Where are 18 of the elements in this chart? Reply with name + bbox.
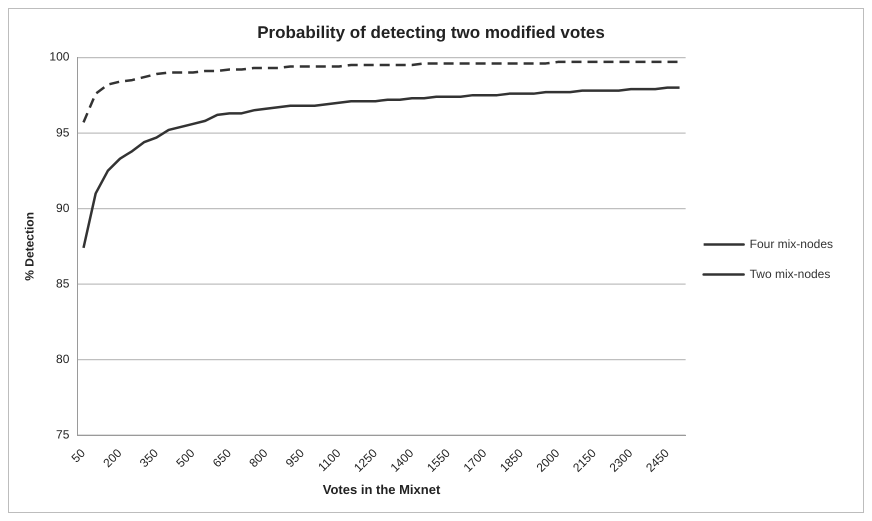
x-tick-label: 650: [210, 446, 234, 470]
x-tick-label: 500: [173, 446, 198, 470]
x-tick-label: 950: [282, 446, 308, 470]
y-tick-label: 90: [56, 200, 70, 215]
y-axis-title: % Detection: [22, 212, 37, 281]
y-tick-label: 75: [56, 428, 70, 442]
y-tick-label: 85: [56, 276, 70, 290]
y-tick-label: 100: [49, 50, 70, 64]
x-tick-label: 800: [246, 446, 271, 470]
legend-label: Two mix-nodes: [750, 266, 830, 281]
legend-label: Four mix-nodes: [750, 236, 834, 251]
chart-title: Probability of detecting two modified votes: [257, 22, 605, 42]
x-axis-title: Votes in the Mixnet: [322, 482, 441, 497]
y-tick-label: 80: [56, 352, 70, 366]
x-tick-label: 200: [100, 446, 125, 470]
x-tick-label: 350: [136, 446, 162, 470]
x-tick-label: 50: [68, 446, 88, 466]
y-tick-label: 95: [56, 125, 70, 140]
